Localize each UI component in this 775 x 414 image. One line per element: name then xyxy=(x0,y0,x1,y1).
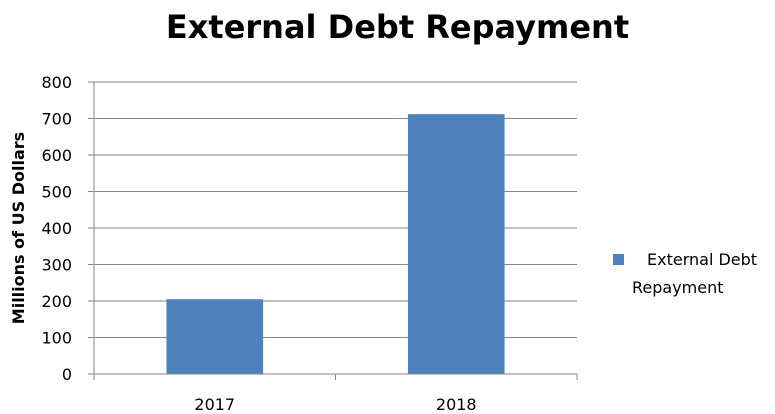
y-tick-label-100: 100 xyxy=(41,329,72,348)
y-tick-label-700: 700 xyxy=(41,110,72,129)
x-tick-label-2017: 2017 xyxy=(194,395,235,414)
legend-swatch xyxy=(613,254,624,265)
bar-2017 xyxy=(166,299,264,374)
legend-label: External Debt Repayment xyxy=(632,250,758,297)
chart-title: External Debt Repayment xyxy=(165,8,630,46)
bars xyxy=(166,114,505,375)
y-tick-label-800: 800 xyxy=(41,73,72,92)
y-tick-label-0: 0 xyxy=(62,365,72,384)
y-tick-label-200: 200 xyxy=(41,292,72,311)
x-tick-labels: 2017 2018 xyxy=(194,395,476,414)
y-tick-labels: 0 100 200 300 400 500 600 700 800 xyxy=(41,73,72,384)
y-tick-label-500: 500 xyxy=(41,183,72,202)
y-tick-label-300: 300 xyxy=(41,256,72,275)
y-tick-label-400: 400 xyxy=(41,219,72,238)
x-tick-label-2018: 2018 xyxy=(436,395,477,414)
y-tick-label-600: 600 xyxy=(41,146,72,165)
bar-2018 xyxy=(407,114,505,375)
y-axis-label: Millions of US Dollars xyxy=(9,132,28,324)
axes xyxy=(88,81,578,380)
